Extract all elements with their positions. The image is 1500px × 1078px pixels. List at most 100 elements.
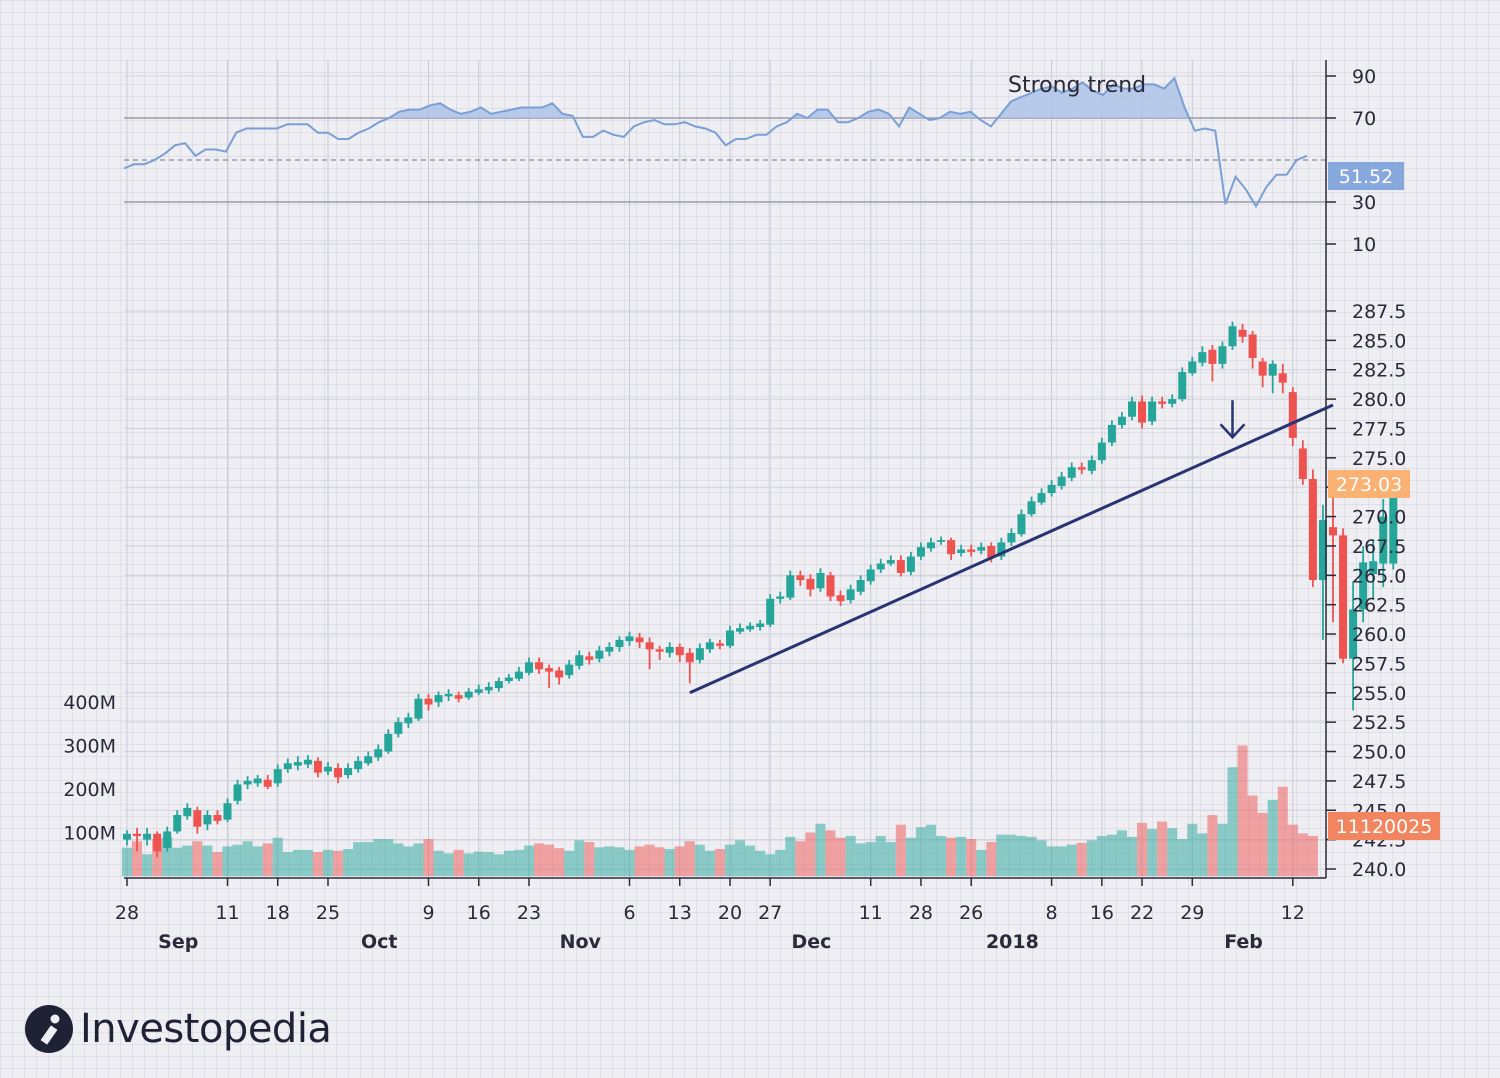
candle-body [1288, 392, 1297, 438]
volume-bar [142, 854, 153, 876]
candle-body [293, 762, 302, 766]
candle-body [444, 693, 453, 697]
volume-bar [302, 849, 313, 876]
volume-bar [473, 851, 484, 876]
candle-body [896, 560, 905, 573]
volume-bar [745, 845, 756, 876]
volume-bar [1177, 839, 1188, 876]
chart-gridlines [124, 60, 1326, 878]
candle-body [756, 623, 765, 628]
volume-bar [956, 836, 967, 876]
candle-body [374, 749, 383, 758]
volume-bar [584, 842, 595, 876]
volume-bar [735, 840, 746, 876]
volume-bar [152, 839, 163, 876]
candle-body [585, 656, 594, 660]
volume-bar [534, 843, 545, 876]
candle-body [1339, 535, 1348, 659]
price-tick-label: 250.0 [1352, 742, 1406, 764]
candle-body [344, 767, 353, 776]
volume-last-value: 11120025 [1336, 816, 1433, 838]
candle-body [555, 670, 564, 678]
x-day-label: 22 [1130, 902, 1154, 924]
candle-body [796, 575, 805, 581]
volume-bar [1197, 833, 1208, 876]
x-day-label: 8 [1046, 902, 1058, 924]
volume-bar [1297, 833, 1308, 876]
candle-body [1268, 363, 1277, 376]
candle-body [133, 833, 142, 837]
candle-body [123, 833, 131, 840]
volume-bar [513, 849, 524, 876]
volume-bar [785, 836, 796, 876]
candle-body [414, 698, 423, 719]
x-day-label: 23 [517, 902, 541, 924]
x-month-label: Feb [1224, 931, 1263, 953]
candle-body [143, 833, 152, 840]
investopedia-logo: Investopedia [24, 1004, 332, 1054]
candle-body [695, 648, 704, 660]
volume-bar [182, 845, 193, 876]
volume-bar [292, 849, 303, 876]
volume-bar [624, 849, 635, 876]
candle-body [1148, 401, 1157, 422]
volume-bar [1287, 824, 1298, 876]
x-day-label: 6 [623, 902, 635, 924]
candle-body [1077, 467, 1086, 470]
volume-bar [312, 852, 323, 876]
volume-bar [714, 849, 725, 876]
volume-bar [282, 852, 293, 876]
volume-bar [664, 849, 675, 876]
candle-body [545, 668, 554, 672]
volume-bar [413, 843, 424, 876]
rsi-axis-ticks: 90 70 30 10 [1326, 66, 1376, 256]
price-tick-label: 257.5 [1352, 653, 1406, 675]
volume-bar [493, 854, 504, 876]
candle-body [1359, 562, 1368, 610]
candle-body [1188, 361, 1197, 374]
volume-bar [242, 841, 253, 876]
x-day-label: 16 [467, 902, 491, 924]
candle-body [434, 695, 443, 703]
volume-bar [946, 837, 957, 876]
volume-bar [684, 841, 695, 876]
candle-body [565, 664, 574, 676]
candle-body [987, 545, 996, 558]
volume-bar [594, 847, 605, 876]
candle-body [876, 563, 885, 570]
volume-bar [202, 845, 213, 876]
volume-bar [333, 850, 344, 876]
volume-bar [1157, 821, 1168, 876]
candle-body [1329, 527, 1337, 536]
price-tick-label: 282.5 [1352, 360, 1406, 382]
candle-body [324, 766, 332, 772]
price-last-value: 273.03 [1336, 474, 1402, 496]
volume-bar [172, 847, 183, 876]
volume-bar [1126, 836, 1138, 876]
candle-body [1057, 476, 1066, 487]
volume-bar [1096, 835, 1107, 876]
price-tick-label: 252.5 [1352, 712, 1406, 734]
volume-bar [885, 842, 896, 876]
volume-bar [805, 832, 816, 876]
candle-body [1208, 349, 1217, 364]
volume-bar [463, 853, 474, 876]
candle-body [535, 662, 544, 670]
candle-body [1047, 484, 1056, 494]
candle-body [1389, 480, 1398, 564]
investopedia-logo-icon [25, 1005, 73, 1053]
candle-body [736, 628, 745, 632]
candle-body [655, 649, 664, 652]
candle-body [1318, 520, 1327, 581]
x-day-label: 18 [266, 902, 290, 924]
candle-body [1027, 501, 1036, 515]
price-tick-label: 262.5 [1352, 595, 1406, 617]
candle-body [364, 756, 373, 764]
candle-body [213, 814, 222, 821]
x-day-label: 20 [718, 902, 742, 924]
candle-body [685, 652, 694, 663]
volume-tick-label: 200M [63, 779, 116, 801]
x-day-label: 12 [1281, 902, 1305, 924]
volume-bar [1247, 795, 1258, 876]
candle-body [816, 572, 825, 589]
